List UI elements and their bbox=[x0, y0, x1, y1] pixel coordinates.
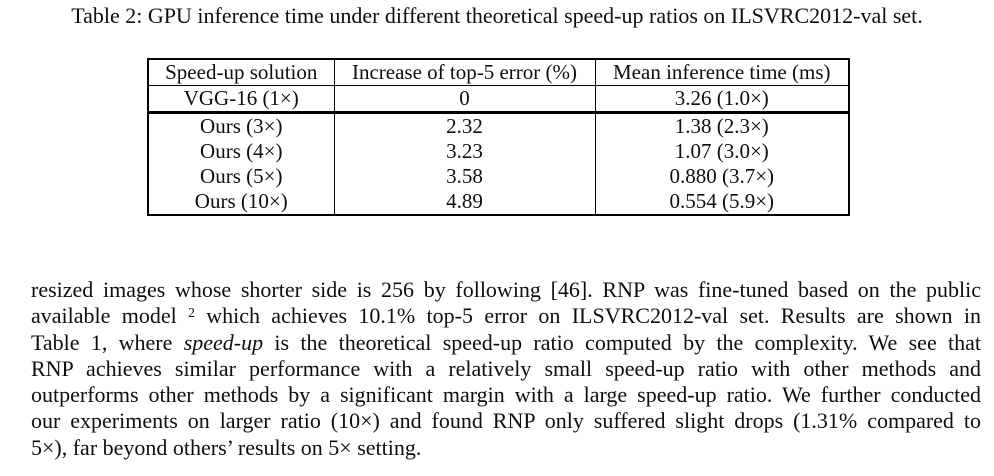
column-header-inference-time: Mean inference time (ms) bbox=[595, 59, 849, 86]
line3-text-pre: Table 1, where bbox=[31, 329, 184, 355]
line2-text-post: which achieves 10.1% top-5 error on ILSV… bbox=[194, 303, 981, 329]
paragraph-line: our experiments on larger ratio (10×) an… bbox=[31, 408, 981, 434]
table-cell: Ours (3×) bbox=[148, 112, 335, 139]
table-cell: Ours (5×) bbox=[148, 164, 335, 189]
paragraph-line: available model 2 which achieves 10.1% t… bbox=[31, 303, 981, 329]
paragraph-line: resized images whose shorter side is 256… bbox=[31, 277, 981, 302]
table-caption: Table 2: GPU inference time under differ… bbox=[71, 3, 923, 28]
table-row-vgg16: VGG-16 (1×) 0 3.26 (1.0×) bbox=[148, 85, 849, 114]
paragraph-line: 5×), far beyond others’ results on 5× se… bbox=[31, 434, 422, 460]
table-cell: 1.07 (3.0×) bbox=[674, 139, 769, 163]
table-row-ours-10x: Ours (10×) 4.89 0.554 (5.9×) bbox=[148, 189, 849, 215]
footnote-marker: 2 bbox=[188, 305, 195, 321]
paragraph-line: RNP achieves similar performance with a … bbox=[31, 355, 981, 381]
table-cell: VGG-16 (1×) bbox=[148, 85, 335, 114]
table-row-ours-4x: Ours (4×) 3.23 1.07 (3.0×) bbox=[148, 139, 849, 164]
table-cell: 3.58 bbox=[334, 164, 596, 189]
table-cell: Ours (4×) bbox=[148, 139, 335, 164]
table-cell: 0.554 (5.9×) bbox=[669, 189, 775, 213]
table-cell: Ours (10×) bbox=[148, 189, 335, 215]
line2-text-pre: available model bbox=[31, 303, 189, 329]
table-cell: 0 bbox=[334, 85, 596, 114]
table-row-ours-5x: Ours (5×) 3.58 0.880 (3.7×) bbox=[148, 164, 849, 189]
table-cell: 2.32 bbox=[334, 112, 596, 139]
column-header-speedup-solution: Speed-up solution bbox=[148, 59, 335, 86]
column-header-top5-error: Increase of top-5 error (%) bbox=[334, 59, 596, 86]
table-row-ours-3x: Ours (3×) 2.32 1.38 (2.3×) bbox=[148, 112, 849, 139]
table-header-row: Speed-up solution Increase of top-5 erro… bbox=[148, 59, 849, 86]
table-cell: 1.38 (2.3×) bbox=[674, 114, 769, 138]
table-cell: 3.23 bbox=[334, 139, 596, 164]
paragraph-line: Table 1, where speed-up is the theoretic… bbox=[31, 330, 981, 356]
body-paragraph: resized images whose shorter side is 256… bbox=[31, 277, 981, 461]
paragraph-line: outperforms other methods by a significa… bbox=[31, 382, 981, 408]
speed-up-term: speed-up bbox=[183, 329, 264, 355]
results-table: Speed-up solution Increase of top-5 erro… bbox=[147, 58, 850, 216]
table-cell: 0.880 (3.7×) bbox=[669, 164, 775, 188]
line3-text-post: is the theoretical speed-up ratio comput… bbox=[263, 329, 981, 355]
results-table-container: Speed-up solution Increase of top-5 erro… bbox=[147, 58, 850, 216]
table-cell: 4.89 bbox=[334, 189, 596, 215]
table-cell: 3.26 (1.0×) bbox=[595, 85, 849, 114]
